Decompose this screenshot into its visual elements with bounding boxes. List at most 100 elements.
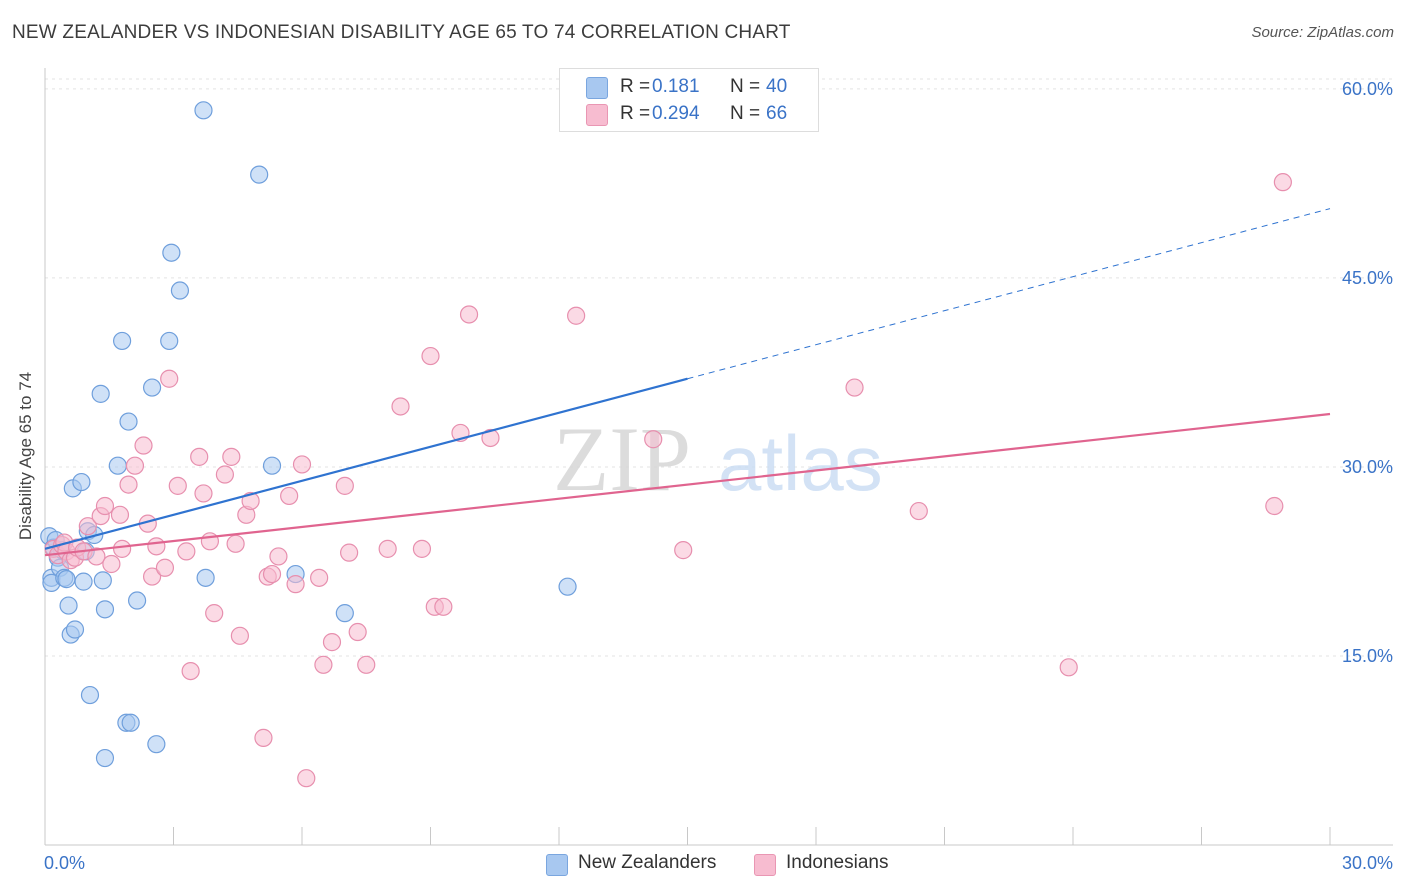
data-point xyxy=(95,748,115,768)
data-point xyxy=(459,305,479,324)
data-point xyxy=(72,472,91,492)
legend-label: New Zealanders xyxy=(578,852,717,873)
data-point xyxy=(119,412,138,431)
r-value: 0.181 xyxy=(652,76,700,97)
y-tick-label: 30.0% xyxy=(1342,457,1393,477)
data-point xyxy=(87,547,106,566)
data-point xyxy=(95,496,115,516)
data-point xyxy=(314,655,333,674)
x-tick-label: 0.0% xyxy=(44,853,85,873)
trend-line-new-zealanders-extension xyxy=(687,208,1331,380)
watermark-zip: ZIP xyxy=(553,408,691,510)
data-point xyxy=(162,243,181,262)
series-legend: New Zealanders Indonesians xyxy=(0,852,1406,878)
data-point xyxy=(177,542,196,561)
data-point xyxy=(481,428,500,448)
data-point xyxy=(190,447,209,466)
data-point xyxy=(112,331,132,351)
data-point xyxy=(262,456,282,475)
data-point xyxy=(95,600,115,619)
data-point xyxy=(250,165,269,184)
data-point xyxy=(434,597,453,616)
data-point xyxy=(160,369,179,388)
watermark-atlas: atlas xyxy=(718,419,883,507)
data-point xyxy=(322,633,342,652)
data-point xyxy=(1265,496,1284,516)
data-point xyxy=(412,539,432,558)
data-point xyxy=(674,541,693,560)
data-point xyxy=(196,568,215,587)
data-point xyxy=(121,713,140,732)
watermark: ZIP atlas xyxy=(553,408,883,510)
y-tick-label: 15.0% xyxy=(1342,646,1393,666)
data-point xyxy=(297,769,316,788)
data-point xyxy=(357,655,376,674)
data-point xyxy=(348,622,367,642)
data-point xyxy=(74,572,93,591)
r-label: R = xyxy=(620,76,651,97)
data-point xyxy=(168,476,187,495)
data-point xyxy=(254,728,273,747)
r-value: 0.294 xyxy=(652,103,700,124)
legend-swatch-indonesians xyxy=(754,854,776,876)
data-point xyxy=(205,604,224,623)
legend-label: Indonesians xyxy=(786,852,889,873)
y-tick-label: 45.0% xyxy=(1342,268,1393,288)
data-point xyxy=(567,306,586,325)
data-point xyxy=(170,281,190,300)
axes xyxy=(44,68,1393,846)
legend-swatch-new-zealanders xyxy=(586,77,608,99)
data-point xyxy=(292,455,312,474)
data-point xyxy=(262,564,282,584)
data-point xyxy=(80,685,100,705)
data-point xyxy=(125,456,145,475)
data-point xyxy=(222,447,241,466)
n-value: 40 xyxy=(766,76,788,97)
data-point xyxy=(280,486,299,506)
legend-swatch-indonesians xyxy=(586,104,608,126)
data-point xyxy=(558,577,577,596)
trend-line-new-zealanders xyxy=(44,377,688,550)
data-point xyxy=(78,517,97,536)
data-point xyxy=(909,501,928,521)
trend-lines xyxy=(44,208,1331,557)
data-point xyxy=(335,604,354,623)
data-point xyxy=(112,539,132,558)
data-point xyxy=(119,475,138,494)
data-point xyxy=(65,620,85,639)
data-point xyxy=(147,537,166,556)
data-point xyxy=(147,735,166,754)
data-point xyxy=(391,397,410,416)
data-point xyxy=(181,661,200,681)
data-point xyxy=(310,568,329,587)
n-value: 66 xyxy=(766,103,788,124)
legend-swatch-new-zealanders xyxy=(546,854,568,876)
x-tick-labels: 0.0% 30.0% xyxy=(44,853,1393,873)
chart-title: NEW ZEALANDER VS INDONESIAN DISABILITY A… xyxy=(12,22,791,43)
data-point xyxy=(215,465,234,484)
data-point xyxy=(57,570,76,589)
data-point xyxy=(142,378,162,397)
data-point xyxy=(1059,658,1078,677)
n-label: N = xyxy=(730,76,761,97)
data-point xyxy=(226,534,245,553)
gridlines xyxy=(45,78,1393,657)
data-point xyxy=(194,484,213,503)
data-point xyxy=(241,491,260,511)
x-tick-label: 30.0% xyxy=(1342,853,1393,873)
data-point xyxy=(155,558,175,577)
data-point xyxy=(845,378,864,397)
data-point xyxy=(108,456,127,475)
data-point xyxy=(269,547,288,566)
data-point xyxy=(340,543,359,562)
n-label: N = xyxy=(730,103,761,124)
data-point xyxy=(1273,173,1292,192)
correlation-legend: R = 0.181 N = 40 R = 0.294 N = 66 xyxy=(559,68,819,132)
data-point xyxy=(91,384,110,403)
data-point xyxy=(142,567,162,586)
data-point xyxy=(230,626,249,645)
y-tick-label: 60.0% xyxy=(1342,79,1393,99)
trend-line-indonesians xyxy=(44,412,1331,557)
data-point xyxy=(286,575,305,594)
